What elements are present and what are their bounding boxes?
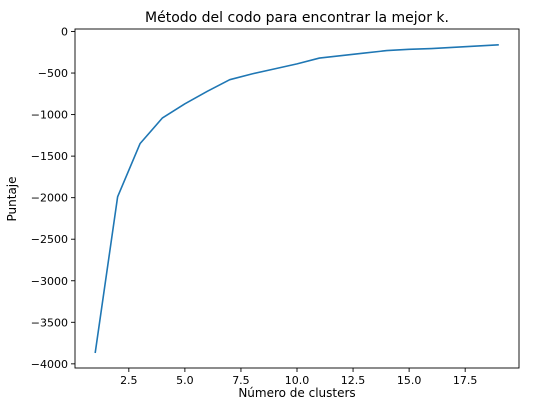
y-tick-label: −3000 [31,275,68,288]
plot-frame [74,28,520,369]
y-tick-label: −2500 [31,233,68,246]
y-tick-label: −3500 [31,316,68,329]
y-tick-label: −1000 [31,109,68,122]
x-tick-label: 7.5 [232,374,250,387]
x-tick-label: 12.5 [341,374,366,387]
x-tick-label: 2.5 [120,374,138,387]
series-line-0 [94,43,499,354]
y-axis-label: Puntaje [5,176,19,221]
chart-title: Método del codo para encontrar la mejor … [145,10,449,26]
x-tick-label: 5.0 [176,374,194,387]
x-tick-label: 15.0 [397,374,422,387]
x-tick-label: 10.0 [285,374,310,387]
y-tick-label: −500 [38,67,68,80]
y-tick-label: −1500 [31,150,68,163]
plot-area: 2.5 5.0 7.5 10.0 12.5 15.0 17.5 0 −500 −1000 −1500… [31,25,520,387]
x-axis-label: Número de clusters [238,386,355,400]
y-tick-label: −4000 [31,358,68,371]
y-tick-label: −2000 [31,192,68,205]
x-tick-label: 17.5 [453,374,478,387]
y-tick-label: 0 [61,25,68,38]
